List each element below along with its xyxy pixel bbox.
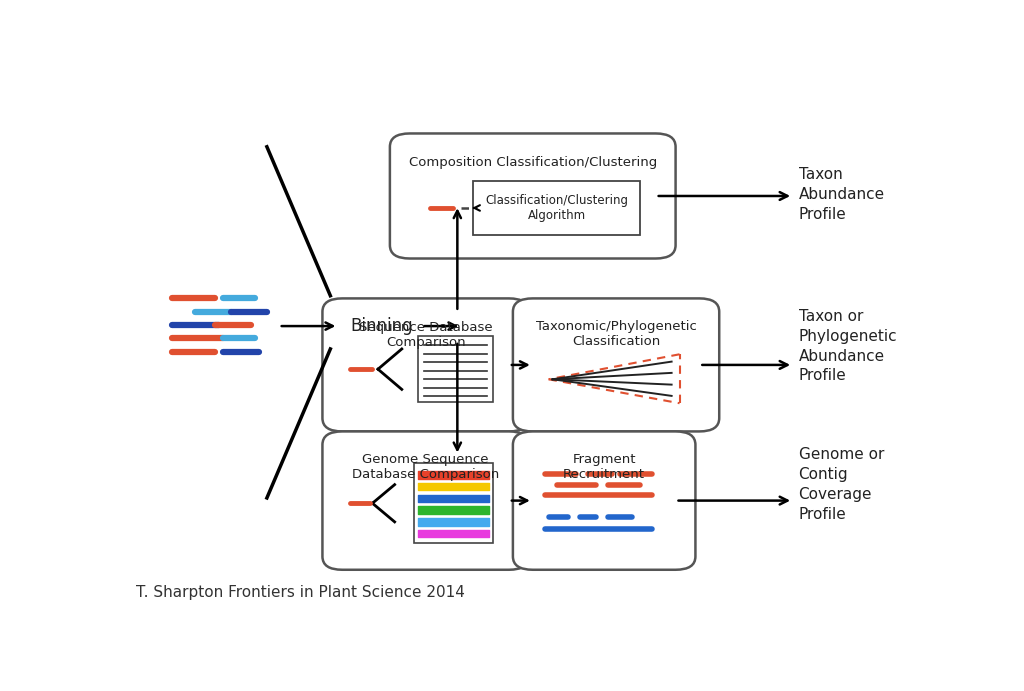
- FancyBboxPatch shape: [513, 431, 695, 570]
- Text: Taxon or
Phylogenetic
Abundance
Profile: Taxon or Phylogenetic Abundance Profile: [799, 309, 897, 384]
- FancyBboxPatch shape: [323, 299, 528, 431]
- FancyBboxPatch shape: [323, 431, 528, 570]
- Text: Composition Classification/Clustering: Composition Classification/Clustering: [409, 156, 656, 169]
- Text: Genome Sequence
Database Comparison: Genome Sequence Database Comparison: [352, 453, 500, 481]
- Text: Fragment
Recruitment: Fragment Recruitment: [563, 453, 645, 481]
- Text: T. Sharpton Frontiers in Plant Science 2014: T. Sharpton Frontiers in Plant Science 2…: [136, 585, 465, 600]
- FancyBboxPatch shape: [473, 181, 640, 234]
- FancyBboxPatch shape: [414, 464, 494, 543]
- Text: Binning: Binning: [350, 317, 414, 335]
- Text: Taxonomic/Phylogenetic
Classification: Taxonomic/Phylogenetic Classification: [536, 320, 696, 348]
- FancyBboxPatch shape: [390, 133, 676, 258]
- Text: Genome or
Contig
Coverage
Profile: Genome or Contig Coverage Profile: [799, 448, 884, 522]
- Text: Sequence Database
Comparison: Sequence Database Comparison: [358, 321, 493, 349]
- Text: Classification/Clustering
Algorithm: Classification/Clustering Algorithm: [485, 194, 628, 222]
- FancyBboxPatch shape: [513, 299, 719, 431]
- FancyBboxPatch shape: [418, 336, 494, 402]
- Text: Taxon
Abundance
Profile: Taxon Abundance Profile: [799, 167, 885, 222]
